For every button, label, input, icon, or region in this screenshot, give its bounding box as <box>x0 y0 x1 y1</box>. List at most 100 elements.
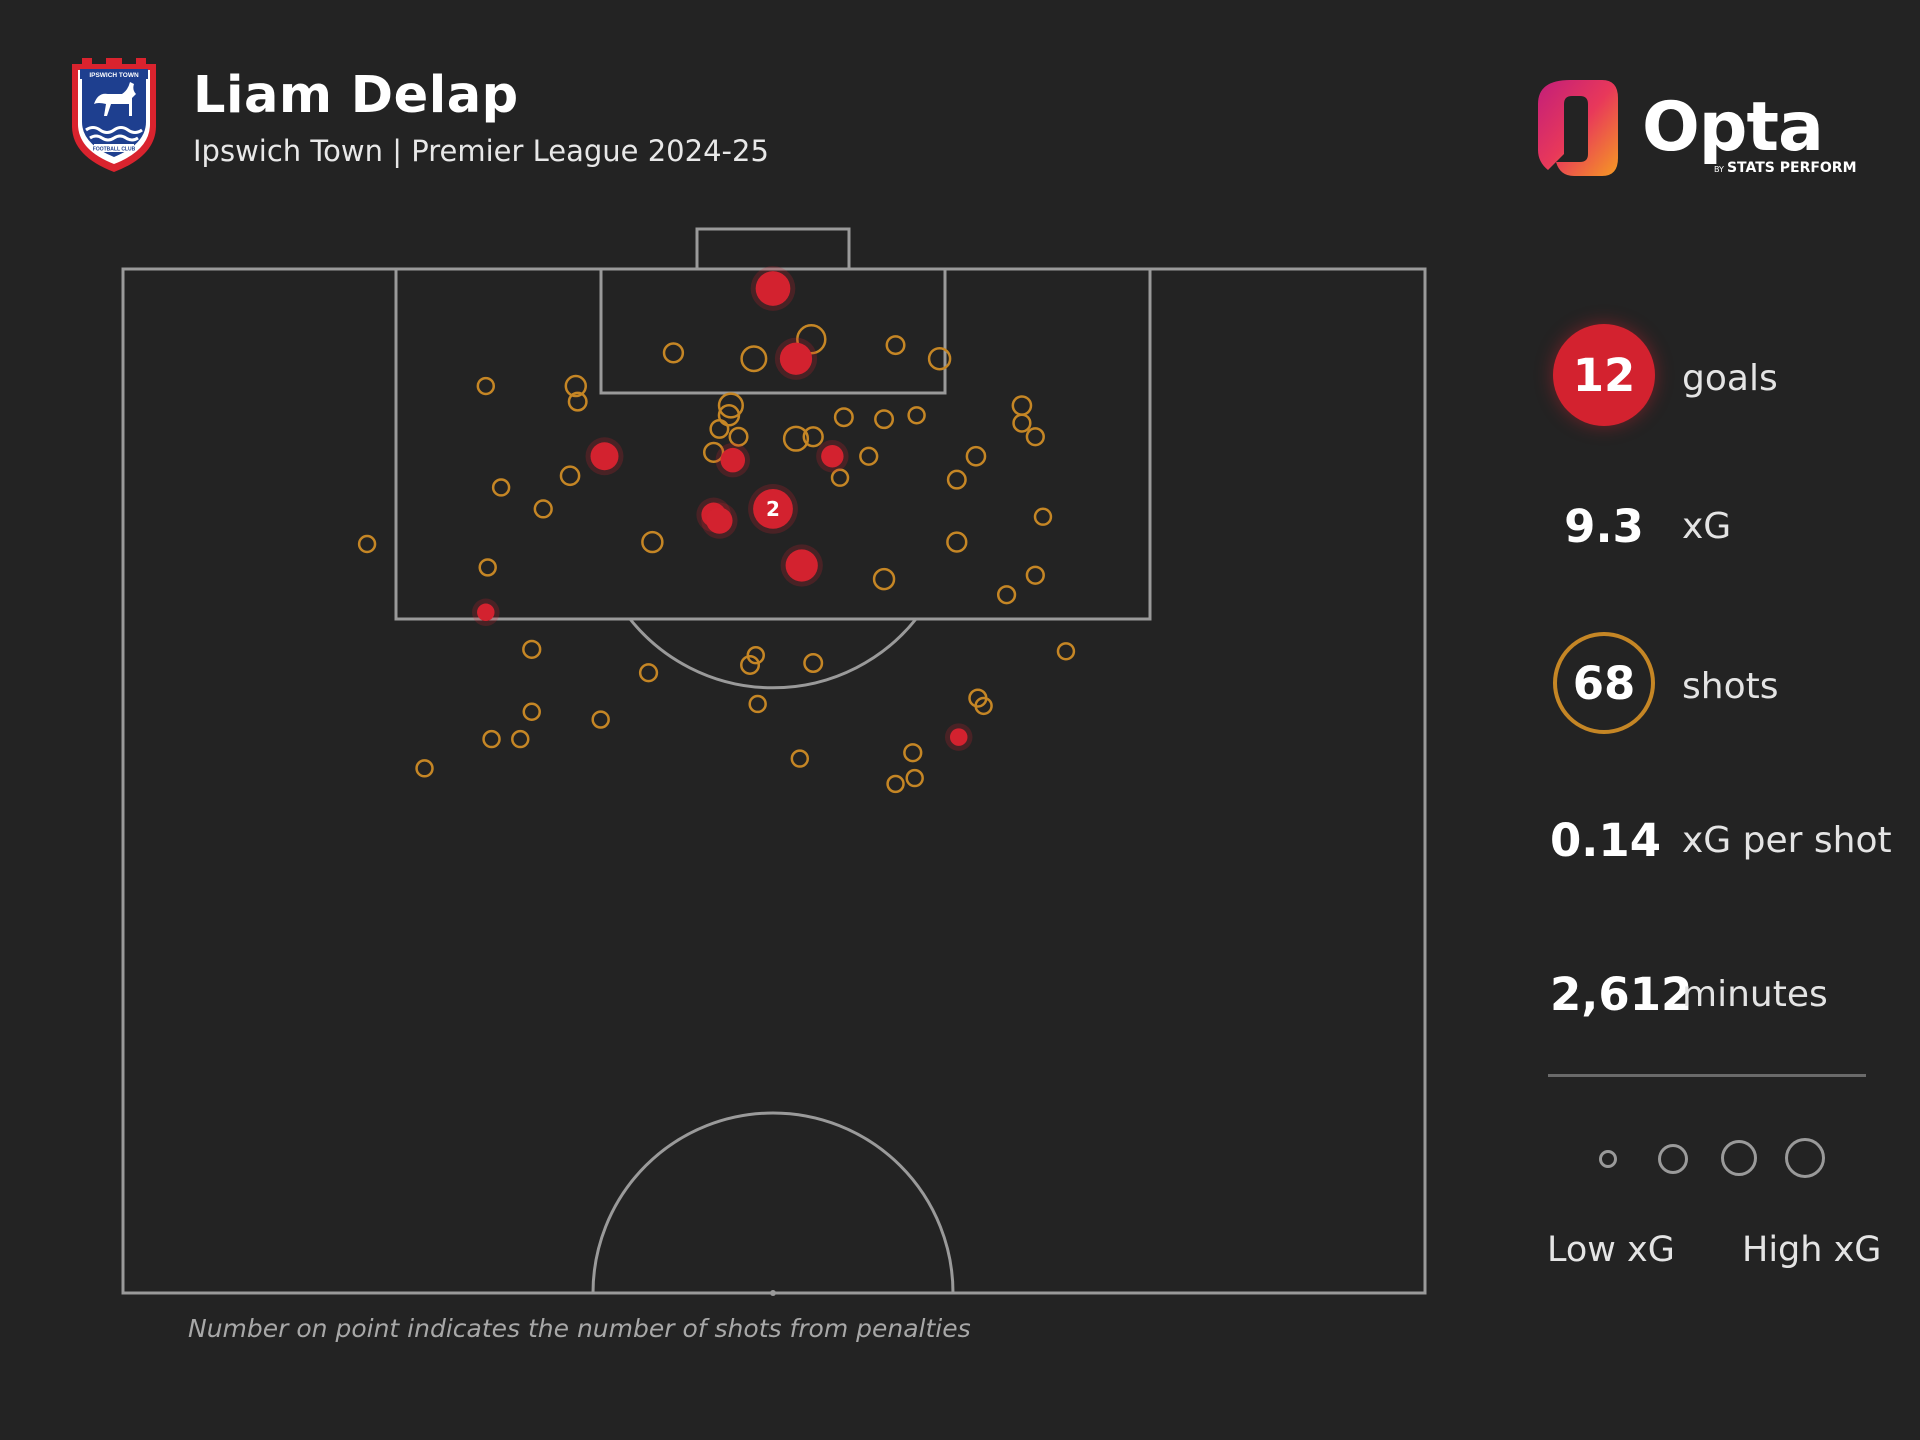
shot-point-18 <box>782 425 810 452</box>
xg-per-shot-label: xG per shot <box>1682 820 1892 861</box>
shot-point-21 <box>859 446 879 466</box>
shot-point-20 <box>702 441 725 463</box>
legend-divider <box>1548 1074 1866 1077</box>
shot-point-6 <box>564 374 588 398</box>
shot-point-19 <box>802 426 824 448</box>
shot-point-8 <box>717 392 744 419</box>
goal-point-10 <box>949 728 968 746</box>
stat-xg: 9.3 xG <box>1550 478 1910 588</box>
shots-layer <box>357 323 1076 794</box>
legend-high-xg: High xG <box>1742 1230 1882 1270</box>
shots-label: shots <box>1682 666 1779 707</box>
xg-per-shot-value: 0.14 <box>1550 814 1662 867</box>
goals-label: goals <box>1682 358 1778 399</box>
shot-point-33 <box>872 567 896 591</box>
goal-point-3 <box>720 447 746 473</box>
shot-point-15 <box>1025 427 1045 447</box>
shot-point-40 <box>1056 642 1076 661</box>
svg-text:FOOTBALL CLUB: FOOTBALL CLUB <box>93 147 136 153</box>
stat-xg-per-shot: 0.14 xG per shot <box>1550 786 1910 896</box>
goal-point-9 <box>477 603 495 622</box>
shot-point-5 <box>476 376 496 396</box>
shot-point-1 <box>662 342 685 364</box>
shot-point-22 <box>965 445 987 467</box>
shot-point-52 <box>905 768 924 788</box>
shot-point-29 <box>641 530 664 554</box>
penalty-count-label: 2 <box>766 497 780 521</box>
xg-label: xG <box>1682 506 1732 547</box>
shot-point-14 <box>1012 413 1032 433</box>
opta-logo: Opta BY STATS PERFORM <box>1532 74 1857 186</box>
centre-spot <box>770 1290 776 1296</box>
shot-point-42 <box>748 694 767 714</box>
opta-wordmark: Opta <box>1642 88 1824 167</box>
stat-shots: 68 shots <box>1550 632 1910 742</box>
shot-point-39 <box>803 653 824 673</box>
shot-point-17 <box>728 426 749 447</box>
six-yard-box <box>599 267 947 395</box>
shot-point-50 <box>790 749 810 768</box>
goal-point-2 <box>590 442 619 471</box>
shot-point-16 <box>709 418 730 439</box>
goals-value: 12 <box>1553 324 1655 426</box>
shot-point-26 <box>491 478 511 497</box>
shot-point-27 <box>533 499 553 519</box>
centre-circle-half <box>591 1111 955 1294</box>
shot-point-0 <box>796 323 827 355</box>
svg-text:IPSWICH TOWN: IPSWICH TOWN <box>89 72 139 79</box>
shot-point-3 <box>885 335 906 356</box>
shot-point-7 <box>567 391 588 412</box>
goal-frame <box>695 227 851 271</box>
minutes-value: 2,612 <box>1550 968 1693 1021</box>
goal-point-5 <box>753 489 793 529</box>
shot-point-51 <box>415 759 434 778</box>
goal-point-4 <box>821 445 844 468</box>
shot-point-35 <box>996 585 1017 605</box>
shot-point-53 <box>886 774 905 794</box>
opta-mark-icon <box>1538 80 1618 176</box>
shot-point-47 <box>482 729 501 749</box>
team-competition-subtitle: Ipswich Town | Premier League 2024-25 <box>193 134 769 168</box>
shots-value: 68 <box>1553 632 1655 734</box>
player-name: Liam Delap <box>193 66 519 125</box>
xg-value: 9.3 <box>1564 500 1644 553</box>
shot-point-37 <box>746 645 765 665</box>
ipswich-town-crest: IPSWICH TOWN FOOTBALL CLUB <box>72 58 156 172</box>
shot-point-25 <box>559 465 581 487</box>
shot-point-48 <box>511 729 530 749</box>
stat-goals: 12 goals <box>1550 324 1910 434</box>
shot-point-23 <box>830 468 850 487</box>
minutes-label: minutes <box>1682 974 1828 1015</box>
shot-point-30 <box>946 531 968 553</box>
shot-point-4 <box>927 346 952 371</box>
shot-point-46 <box>591 710 610 729</box>
shot-point-34 <box>1025 565 1045 585</box>
shot-point-28 <box>1033 507 1053 526</box>
shot-point-13 <box>1011 395 1033 416</box>
goal-point-0 <box>755 271 791 306</box>
legend-ring-largest <box>1785 1138 1825 1178</box>
legend-low-xg: Low xG <box>1547 1230 1675 1270</box>
pitch-outline <box>121 267 1427 1295</box>
legend-ring-large <box>1721 1140 1757 1176</box>
footnote: Number on point indicates the number of … <box>188 1314 971 1343</box>
shot-point-41 <box>638 663 659 683</box>
pitch-lines <box>121 227 1427 1295</box>
stat-minutes: 2,612 minutes <box>1550 940 1910 1050</box>
legend-ring-smallest <box>1599 1150 1617 1168</box>
shot-point-24 <box>946 469 967 490</box>
shot-point-11 <box>874 409 895 430</box>
shot-point-10 <box>833 407 854 428</box>
shot-point-38 <box>740 654 761 675</box>
penalty-arc <box>628 618 918 690</box>
shot-point-9 <box>717 404 741 427</box>
legend-ring-small <box>1658 1144 1688 1174</box>
goal-point-8 <box>785 549 818 582</box>
shot-map-pitch: 2 <box>121 227 1427 1296</box>
shot-point-44 <box>974 696 993 716</box>
shot-point-49 <box>903 743 923 763</box>
goals-layer: 2 <box>472 266 973 751</box>
shot-point-36 <box>522 639 542 659</box>
shot-point-31 <box>357 534 377 554</box>
shot-point-45 <box>522 702 541 721</box>
